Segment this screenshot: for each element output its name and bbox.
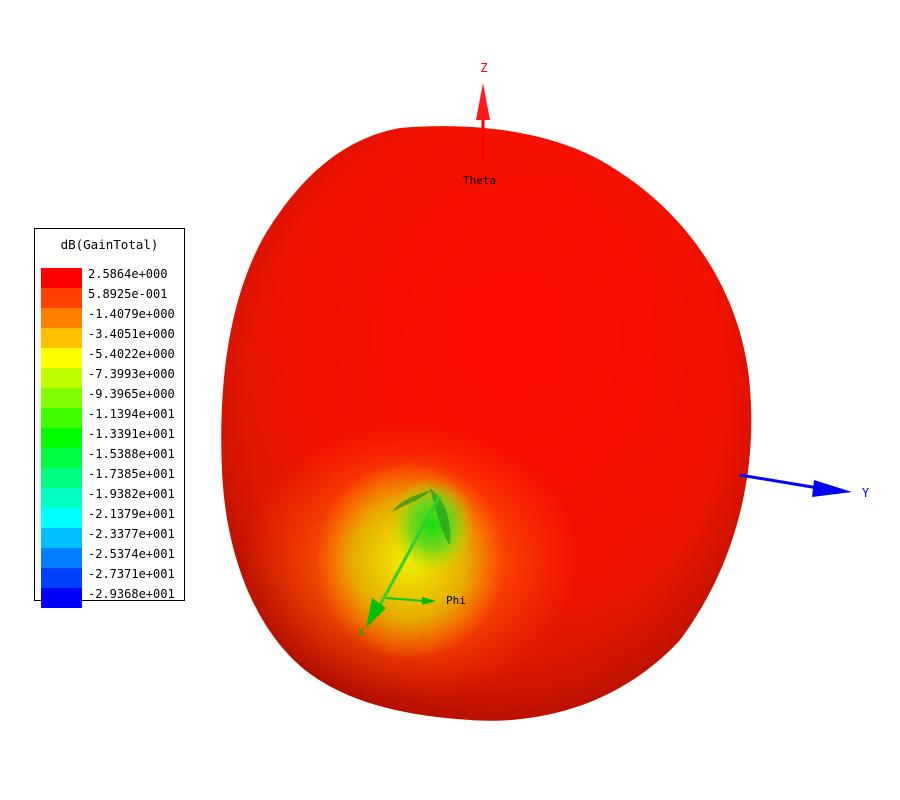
- legend-swatch: [41, 288, 82, 308]
- z-axis: [476, 83, 490, 160]
- legend-value: -2.1379e+001: [88, 507, 175, 521]
- legend-entry: -3.4051e+000: [41, 328, 181, 348]
- legend-swatch: [41, 468, 82, 488]
- legend-swatch: [41, 448, 82, 468]
- gain-surface: [221, 126, 752, 721]
- phi-arrow: [385, 597, 436, 605]
- legend-entry: -2.7371e+001: [41, 568, 181, 588]
- legend-entry: -1.4079e+000: [41, 308, 181, 328]
- legend-value: -1.1394e+001: [88, 407, 175, 421]
- legend-value: -1.9382e+001: [88, 487, 175, 501]
- legend-entry: -1.1394e+001: [41, 408, 181, 428]
- legend-entry: -1.7385e+001: [41, 468, 181, 488]
- legend-entry: -2.5374e+001: [41, 548, 181, 568]
- legend-entry: -1.9382e+001: [41, 488, 181, 508]
- legend-swatch: [41, 548, 82, 568]
- legend-swatch: [41, 428, 82, 448]
- legend-value: -1.4079e+000: [88, 307, 175, 321]
- legend-entry: -1.5388e+001: [41, 448, 181, 468]
- legend-value: -3.4051e+000: [88, 327, 175, 341]
- legend-entry: -2.9368e+001: [41, 588, 181, 608]
- legend-value: -2.3377e+001: [88, 527, 175, 541]
- legend-entry: -2.1379e+001: [41, 508, 181, 528]
- legend-title: dB(GainTotal): [60, 237, 159, 252]
- legend-value: -9.3965e+000: [88, 387, 175, 401]
- legend-swatch: [41, 348, 82, 368]
- legend-value: -7.3993e+000: [88, 367, 175, 381]
- y-axis-label: Y: [862, 486, 870, 500]
- legend-value: -5.4022e+000: [88, 347, 175, 361]
- color-legend: dB(GainTotal) 2.5864e+000 5.8925e-001 -1.4…: [34, 228, 185, 608]
- x-axis-arrowhead: [366, 598, 386, 628]
- legend-value: -2.9368e+001: [88, 587, 175, 601]
- gain-surface-null-dimple-shadow: [392, 490, 432, 512]
- z-axis-arrowhead: [476, 83, 490, 120]
- legend-entry: 5.8925e-001: [41, 288, 181, 308]
- legend-value: 5.8925e-001: [88, 287, 168, 301]
- theta-label: Theta: [463, 174, 496, 187]
- legend-swatch: [41, 508, 82, 528]
- legend-swatch: [41, 488, 82, 508]
- legend-value: -1.7385e+001: [88, 467, 175, 481]
- legend-swatch: [41, 388, 82, 408]
- legend-value: -2.5374e+001: [88, 547, 175, 561]
- legend-swatch: [41, 328, 82, 348]
- legend-swatch: [41, 268, 82, 288]
- legend-swatch: [41, 568, 82, 588]
- legend-value: -1.3391e+001: [88, 427, 175, 441]
- legend-entry: -7.3993e+000: [41, 368, 181, 388]
- legend-entry: -5.4022e+000: [41, 348, 181, 368]
- legend-swatch: [41, 408, 82, 428]
- legend-entry: -1.3391e+001: [41, 428, 181, 448]
- legend-entry: 2.5864e+000: [41, 268, 181, 288]
- x-axis: [366, 494, 442, 628]
- legend-swatch: [41, 528, 82, 548]
- legend-swatch: [41, 368, 82, 388]
- y-axis-arrowhead: [812, 480, 852, 497]
- z-axis-label: Z: [480, 61, 487, 75]
- phi-arrowhead: [422, 597, 436, 605]
- legend-swatch: [41, 588, 82, 608]
- legend-value: -1.5388e+001: [88, 447, 175, 461]
- legend-entry: -2.3377e+001: [41, 528, 181, 548]
- phi-label: Phi: [446, 594, 466, 607]
- legend-value: 2.5864e+000: [88, 267, 168, 281]
- legend-value: -2.7371e+001: [88, 567, 175, 581]
- legend-swatch: [41, 308, 82, 328]
- legend-entry: -9.3965e+000: [41, 388, 181, 408]
- y-axis: [739, 473, 852, 497]
- x-axis-label: X: [358, 626, 365, 639]
